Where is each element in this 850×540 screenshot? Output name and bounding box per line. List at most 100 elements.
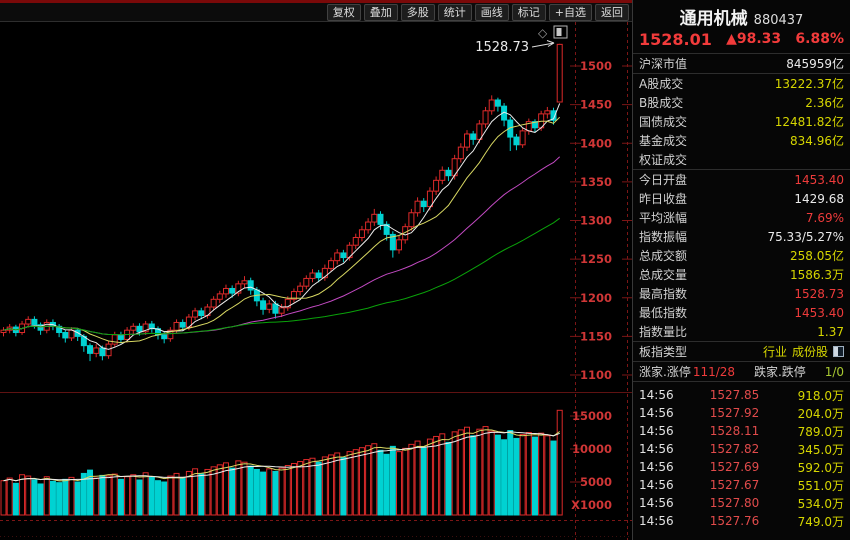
candle-body	[457, 146, 464, 160]
diamond-marker-icon[interactable]: ◇	[538, 26, 548, 40]
tick-time: 14:56	[639, 424, 674, 438]
volume-bar	[519, 433, 526, 516]
volume-bar	[235, 460, 242, 516]
candle-body	[383, 223, 390, 235]
quote-label: 今日开盘	[639, 173, 688, 187]
quote-value: 7.69%	[805, 210, 844, 225]
price-axis-label: 1100	[580, 368, 612, 382]
index-name: 通用机械	[679, 9, 748, 29]
volume-bar	[25, 475, 32, 516]
volume-bar	[31, 479, 38, 516]
tick-row: 14:56 1527.82 345.0万	[633, 440, 850, 458]
divider	[633, 361, 850, 362]
tick-time: 14:56	[639, 478, 674, 492]
volume-bar	[433, 435, 440, 516]
chart-toolbar: 复权 叠加 多股 统计 画线 标记 +自选 返回	[0, 3, 632, 22]
price-axis-label: 1150	[580, 329, 612, 343]
volume-bar	[451, 431, 458, 516]
candle-body	[241, 280, 248, 285]
back-button[interactable]: 返回	[595, 3, 629, 21]
candle-body	[315, 272, 322, 279]
mark-button[interactable]: 标记	[511, 3, 546, 21]
volume-bar	[278, 467, 285, 516]
volume-bar	[37, 483, 44, 516]
volume-axis-label: 5000	[580, 475, 612, 489]
volume-bar	[62, 478, 69, 516]
overlay-button[interactable]: 叠加	[363, 3, 398, 21]
price-axis-label: 1350	[580, 175, 612, 189]
divider	[633, 381, 850, 382]
quote-value: 845959亿	[786, 57, 844, 71]
time-and-sales-list[interactable]: 14:56 1527.85 918.0万 14:56 1527.92 204.0…	[633, 386, 850, 540]
candle-body	[488, 99, 495, 112]
volume-bar	[0, 480, 7, 516]
volume-bar	[402, 447, 409, 516]
candle-body	[173, 321, 180, 331]
board-type-industry-link[interactable]: 行业	[762, 345, 787, 359]
volume-bar	[303, 459, 310, 516]
quote-value: 1453.40	[794, 305, 844, 320]
candle-body	[142, 323, 149, 333]
volume-bar	[525, 432, 532, 516]
volume-bar	[161, 481, 168, 516]
ma-line-60	[3, 217, 560, 336]
tick-time: 14:56	[639, 460, 674, 474]
top-red-divider	[0, 0, 632, 3]
volume-bar	[222, 462, 229, 516]
volume-bar	[352, 449, 359, 516]
volume-bar	[513, 437, 520, 516]
divider	[633, 341, 850, 342]
candle-body	[352, 236, 359, 246]
volume-bar	[556, 409, 563, 516]
quote-label: 总成交额	[639, 249, 688, 263]
quote-value: 1429.68	[794, 191, 844, 206]
price-row: 1528.01 ▲98.33 6.88%	[633, 26, 850, 53]
volume-bar	[241, 461, 248, 516]
volume-bar	[501, 439, 508, 516]
volume-bar	[87, 469, 94, 516]
board-type-row: 板指类型 行业 成份股	[633, 342, 850, 361]
tick-time: 14:56	[639, 388, 674, 402]
candle-body	[371, 213, 378, 223]
volume-bar	[309, 457, 316, 516]
quote-label: 权证成交	[639, 153, 688, 167]
volume-bar	[531, 436, 538, 516]
statistics-button[interactable]: 统计	[437, 3, 472, 21]
window-icon[interactable]	[553, 25, 568, 39]
candle-body	[99, 347, 106, 357]
candlestick-volume-chart[interactable]: 1500 1450 1400 1350 1300 1250 1200 1150 1100 1500…	[0, 0, 632, 540]
draw-line-button[interactable]: 画线	[474, 3, 509, 21]
candle-body	[56, 325, 63, 334]
quote-row-total-amount: 总成交额 258.05亿	[633, 246, 850, 265]
candle-body	[37, 324, 44, 331]
volume-bar	[365, 445, 372, 516]
candle-body	[278, 307, 285, 314]
price-change-pct: 6.88%	[795, 31, 844, 47]
volume-bar	[284, 465, 291, 516]
candle-body	[179, 321, 186, 328]
volume-bar	[321, 456, 328, 516]
volume-bar	[260, 471, 267, 516]
tick-time: 14:56	[639, 514, 674, 528]
volume-bar	[68, 476, 75, 516]
quote-row-low: 最低指数 1453.40	[633, 303, 850, 322]
candle-body	[544, 110, 551, 115]
constituents-list-icon[interactable]	[833, 346, 844, 357]
tick-price: 1528.11	[709, 424, 760, 438]
tick-time: 14:56	[639, 496, 674, 510]
add-watchlist-button[interactable]: +自选	[548, 3, 592, 21]
adjust-rights-button[interactable]: 复权	[326, 3, 361, 21]
volume-bar	[396, 451, 403, 516]
volume-unit-label: X1000	[571, 498, 612, 512]
board-type-constituents-link[interactable]: 成份股	[791, 345, 828, 359]
quote-panel: 通用机械 880437 1528.01 ▲98.33 6.88% 沪深市值 84…	[632, 0, 850, 540]
quote-value: 1528.73	[794, 286, 844, 301]
quote-row-market-cap: 沪深市值 845959亿	[633, 54, 850, 73]
quote-label: 国债成交	[639, 115, 688, 129]
quote-value: 258.05亿	[790, 249, 844, 263]
candle-body	[439, 169, 446, 181]
candle-body	[426, 190, 433, 208]
volume-bar	[49, 480, 56, 516]
multi-stock-button[interactable]: 多股	[400, 3, 435, 21]
